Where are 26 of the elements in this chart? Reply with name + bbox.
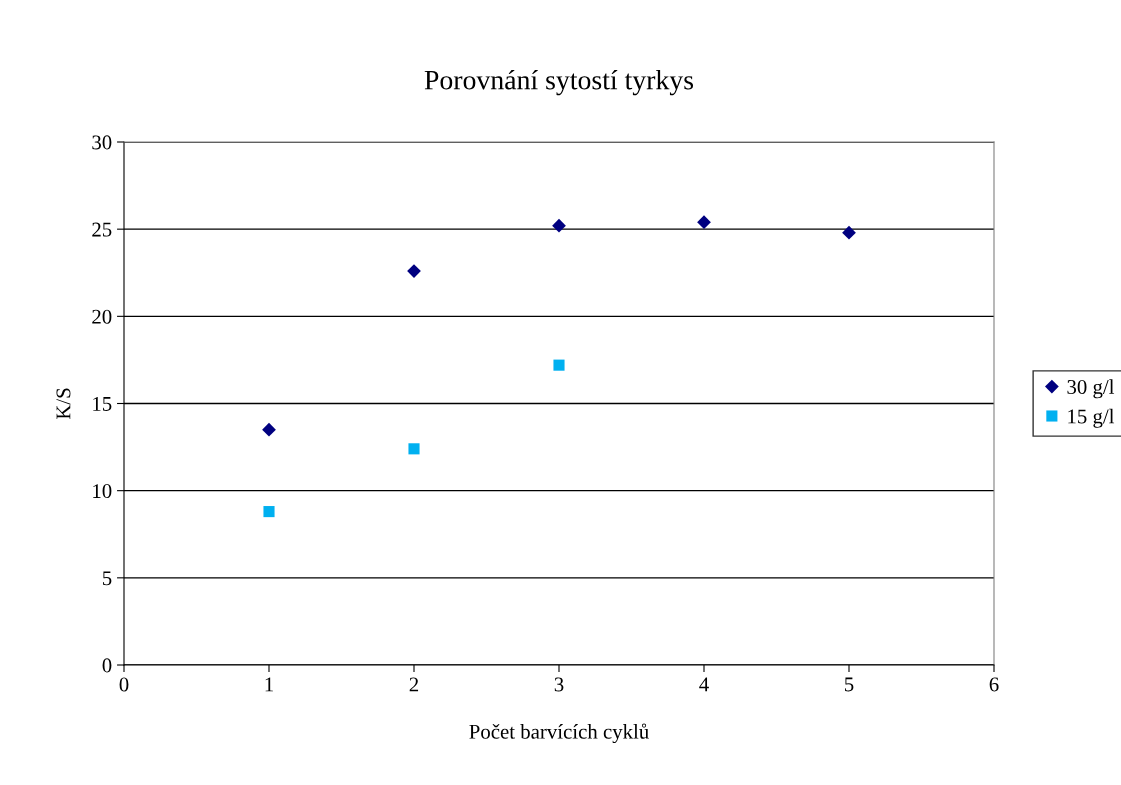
legend-label: 30 g/l	[1067, 379, 1115, 399]
point	[553, 359, 565, 371]
point	[408, 443, 420, 455]
chart-title: Porovnání sytostí tyrkys	[424, 69, 694, 96]
x-tick-label: 4	[699, 677, 709, 692]
x-tick-label: 3	[554, 677, 564, 692]
legend-label: 15 g/l	[1068, 408, 1115, 428]
y-tick-label: 20	[92, 309, 112, 324]
x-tick-label: 1	[265, 677, 273, 692]
y-tick-label: 25	[92, 222, 112, 237]
point	[262, 422, 276, 437]
point	[552, 218, 566, 233]
x-tick-label: 2	[409, 677, 419, 692]
y-tick-label: 5	[102, 571, 112, 586]
x-tick-label: 5	[845, 677, 854, 692]
x-axis-title: Počet barvících cyklů	[469, 723, 649, 744]
y-tick-label: 10	[93, 484, 112, 499]
y-tick-label: 30	[92, 135, 112, 150]
point	[263, 506, 275, 518]
y-tick-label: 15	[93, 396, 112, 411]
point	[697, 215, 711, 230]
y-axis-title: K/S	[56, 388, 71, 420]
y-tick-label: 0	[102, 658, 112, 673]
x-tick-label: 0	[119, 677, 129, 692]
x-tick-label: 6	[989, 677, 999, 692]
point	[842, 225, 856, 240]
